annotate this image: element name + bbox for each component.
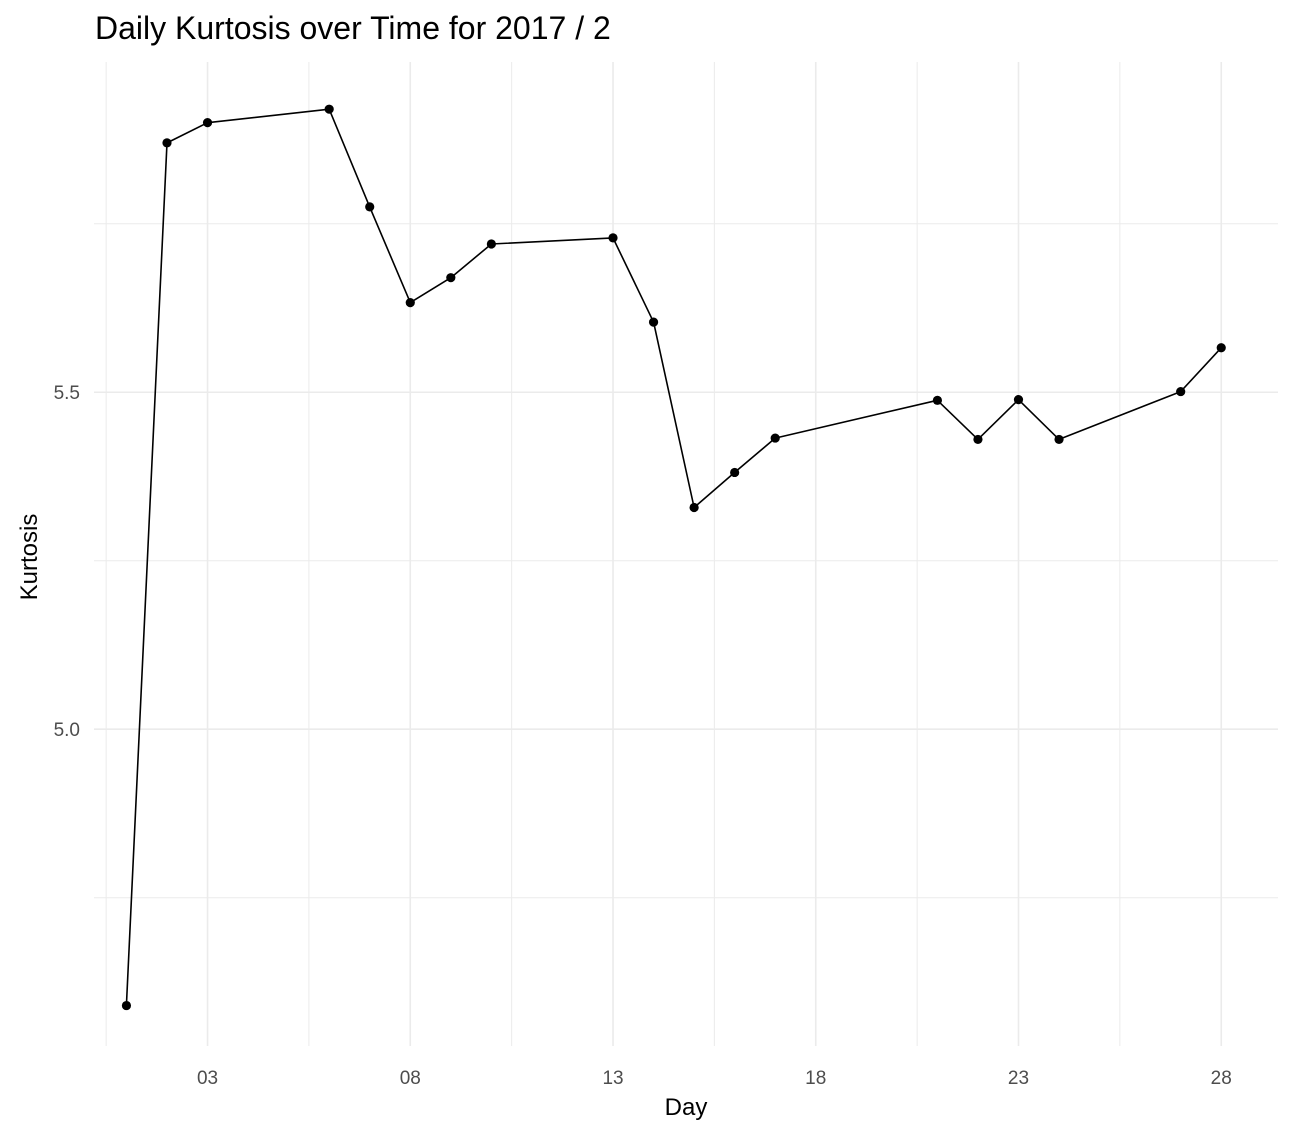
x-tick-label: 23	[1008, 1068, 1029, 1089]
x-tick-label: 18	[805, 1068, 826, 1089]
data-point	[608, 233, 618, 243]
y-tick-label: 5.5	[54, 383, 80, 404]
data-point	[689, 502, 699, 513]
data-point	[162, 138, 172, 148]
minor-gridlines	[94, 62, 1278, 1046]
data-point	[1054, 434, 1064, 445]
major-gridlines	[94, 62, 1278, 1046]
data-point	[973, 434, 983, 445]
data-point	[1216, 343, 1226, 353]
x-axis-label: Day	[664, 1094, 708, 1121]
x-tick-label: 28	[1211, 1068, 1232, 1089]
data-point	[1176, 386, 1186, 397]
x-tick-label: 13	[602, 1068, 623, 1089]
data-point	[486, 239, 496, 249]
data-series	[121, 104, 1226, 1011]
data-point	[648, 317, 659, 327]
series-line	[125, 108, 1222, 1006]
data-point	[730, 467, 740, 478]
data-point	[932, 395, 942, 405]
data-point	[770, 433, 780, 443]
data-point	[365, 202, 375, 212]
axis-tick-labels: 03 08 13 18 23 28 5.0 5.5	[54, 383, 1232, 1089]
data-point	[324, 104, 334, 114]
data-point	[405, 298, 415, 308]
data-point	[202, 118, 213, 128]
x-tick-label: 08	[400, 1068, 421, 1089]
data-point	[121, 1000, 132, 1011]
x-tick-label: 03	[197, 1068, 218, 1089]
data-point	[446, 273, 456, 283]
data-point	[1013, 395, 1024, 405]
chart-title: Daily Kurtosis over Time for 2017 / 2	[95, 10, 611, 46]
y-tick-label: 5.0	[54, 720, 80, 741]
